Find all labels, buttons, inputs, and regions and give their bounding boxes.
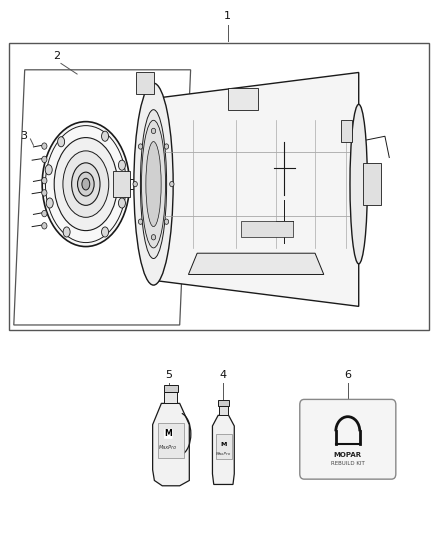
Ellipse shape xyxy=(350,104,367,264)
Text: 6: 6 xyxy=(344,370,351,380)
Polygon shape xyxy=(188,253,324,274)
Bar xyxy=(136,72,153,94)
Text: 2: 2 xyxy=(53,51,60,61)
Ellipse shape xyxy=(164,219,169,224)
Ellipse shape xyxy=(164,144,169,149)
Text: 3: 3 xyxy=(20,131,27,141)
Bar xyxy=(158,423,184,458)
Bar xyxy=(164,392,177,403)
Ellipse shape xyxy=(102,227,109,237)
Text: 1: 1 xyxy=(224,11,231,21)
Ellipse shape xyxy=(102,131,109,141)
Bar xyxy=(10,43,428,330)
Ellipse shape xyxy=(42,223,47,229)
Ellipse shape xyxy=(42,190,47,196)
Ellipse shape xyxy=(72,163,100,205)
Bar xyxy=(341,120,352,142)
Text: 5: 5 xyxy=(165,370,172,380)
Ellipse shape xyxy=(82,178,90,190)
Bar xyxy=(363,163,381,205)
Bar xyxy=(219,406,228,415)
Polygon shape xyxy=(14,70,191,325)
Ellipse shape xyxy=(63,151,109,217)
Bar xyxy=(113,171,131,197)
Polygon shape xyxy=(149,72,359,306)
Text: MaxPro: MaxPro xyxy=(216,451,231,456)
Polygon shape xyxy=(212,415,234,484)
Ellipse shape xyxy=(146,142,161,227)
Ellipse shape xyxy=(134,83,173,285)
Ellipse shape xyxy=(42,122,130,247)
Ellipse shape xyxy=(141,110,166,259)
Ellipse shape xyxy=(42,211,47,217)
Ellipse shape xyxy=(42,143,47,149)
Ellipse shape xyxy=(170,181,174,187)
Ellipse shape xyxy=(58,136,65,147)
Ellipse shape xyxy=(63,227,70,237)
Ellipse shape xyxy=(42,177,47,184)
Ellipse shape xyxy=(54,138,117,231)
Ellipse shape xyxy=(78,172,94,196)
Text: M: M xyxy=(165,430,172,439)
Ellipse shape xyxy=(138,144,143,149)
Ellipse shape xyxy=(151,128,155,134)
Ellipse shape xyxy=(45,165,52,175)
Text: REBUILD KIT: REBUILD KIT xyxy=(331,461,365,466)
Ellipse shape xyxy=(138,219,143,224)
Bar xyxy=(241,221,293,237)
Ellipse shape xyxy=(133,181,138,187)
FancyBboxPatch shape xyxy=(300,399,396,479)
Text: 4: 4 xyxy=(220,370,227,380)
Ellipse shape xyxy=(118,160,125,170)
Bar xyxy=(218,400,229,406)
Polygon shape xyxy=(152,403,189,486)
Ellipse shape xyxy=(46,198,53,208)
Ellipse shape xyxy=(151,235,155,240)
Text: MOPAR: MOPAR xyxy=(334,452,362,458)
Text: M: M xyxy=(220,442,226,447)
Bar xyxy=(163,385,177,392)
Ellipse shape xyxy=(141,120,166,248)
Text: MaxPro: MaxPro xyxy=(159,445,177,450)
Bar xyxy=(215,434,232,459)
Ellipse shape xyxy=(118,198,125,208)
Bar xyxy=(228,88,258,110)
Ellipse shape xyxy=(42,156,47,163)
